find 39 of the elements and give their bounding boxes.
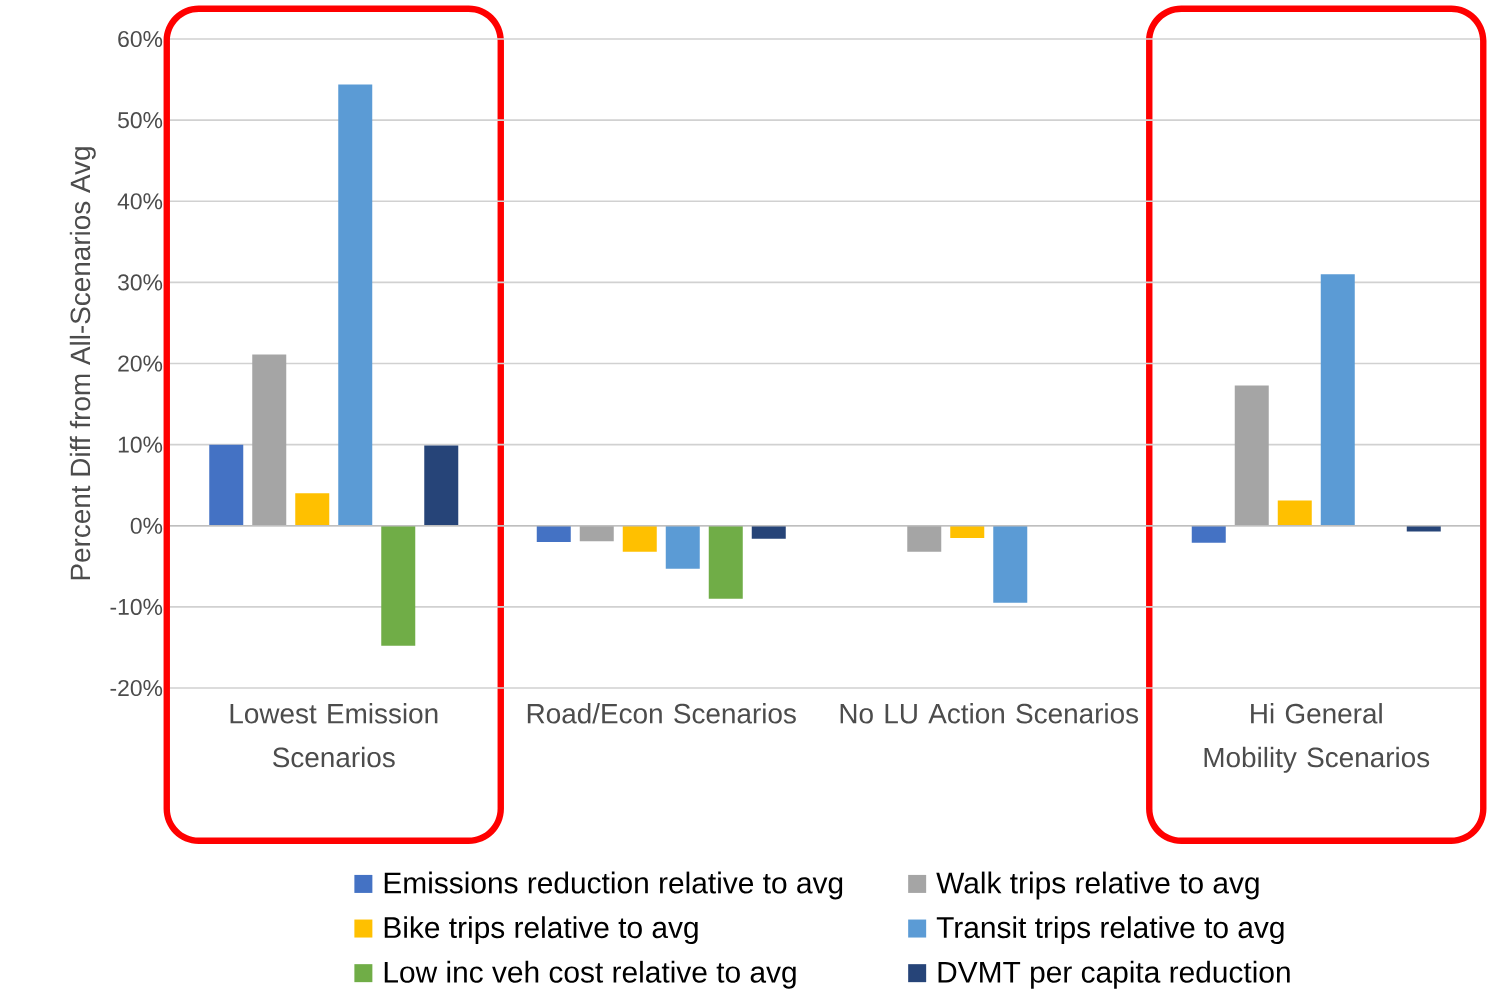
bar xyxy=(252,354,287,526)
bar xyxy=(381,525,416,646)
bar xyxy=(1277,500,1312,526)
bar xyxy=(536,525,571,542)
bar xyxy=(1191,525,1226,543)
bar xyxy=(209,444,244,526)
y-axis-title: Percent Diff from All-Scenarios Avg xyxy=(69,147,96,580)
bar xyxy=(993,525,1028,603)
bar xyxy=(950,525,985,538)
legend-label: Transit trips relative to avg xyxy=(936,916,1284,945)
x-tick-label: No LU Action Scenarios xyxy=(840,703,1139,724)
legend-label: Bike trips relative to avg xyxy=(384,916,698,945)
bar xyxy=(579,525,614,542)
bar xyxy=(907,525,942,552)
y-tick-label: 30% xyxy=(117,274,163,291)
y-tick-label: 0% xyxy=(130,517,163,534)
bar xyxy=(622,525,657,552)
x-tick-label: Road/Econ Scenarios xyxy=(527,703,796,724)
bar xyxy=(708,525,743,599)
legend-label: DVMT per capita reduction xyxy=(938,960,1290,989)
bar xyxy=(338,84,373,526)
x-tick-label: Lowest Emission Scenarios xyxy=(230,703,438,768)
y-tick-label: 60% xyxy=(118,30,163,48)
bar xyxy=(1320,274,1355,526)
bar xyxy=(1234,385,1269,526)
bar xyxy=(424,445,459,526)
y-tick-label: 10% xyxy=(118,436,163,453)
x-tick-label: Hi General Mobility Scenarios xyxy=(1204,703,1430,773)
legend-label: Low inc veh cost relative to avg xyxy=(384,960,796,989)
bar xyxy=(665,525,700,569)
y-tick-label: 40% xyxy=(117,193,163,210)
bar xyxy=(751,525,786,539)
y-tick-label: -10% xyxy=(110,598,163,615)
legend-label: Emissions reduction relative to avg xyxy=(384,871,843,900)
legend-label: Walk trips relative to avg xyxy=(936,871,1259,900)
y-tick-label: 50% xyxy=(118,112,163,129)
y-tick-label: -20% xyxy=(110,679,163,697)
bar xyxy=(295,493,330,526)
y-tick-label: 20% xyxy=(118,355,163,372)
